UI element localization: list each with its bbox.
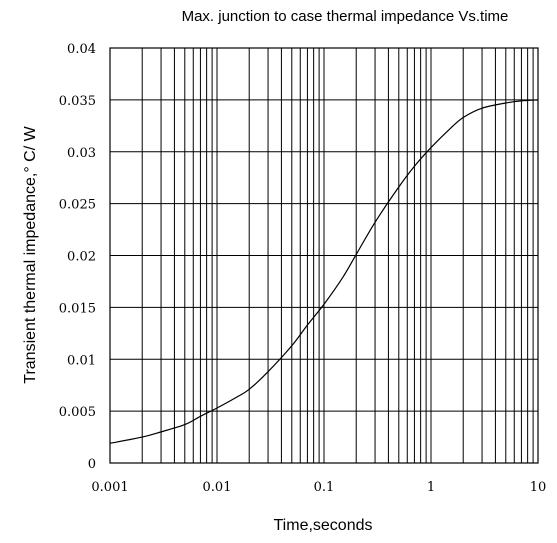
y-tick-label: 0.02 [67, 250, 96, 265]
chart-title: Max. junction to case thermal impedance … [182, 8, 509, 25]
x-tick-label: 1 [427, 480, 435, 495]
x-tick-label: 0.01 [203, 480, 232, 495]
y-tick-label: 0.035 [59, 94, 96, 109]
y-tick-label: 0.025 [59, 198, 96, 213]
plot-frame [109, 47, 539, 464]
y-tick-label: 0.03 [67, 146, 96, 161]
grid-lines [110, 48, 538, 463]
y-tick-label: 0 [88, 457, 96, 472]
x-tick-labels: 0.001 0.01 0.1 1 10 [91, 480, 546, 495]
impedance-curve [109, 99, 539, 444]
x-tick-label: 0.1 [314, 480, 335, 495]
y-axis-label: Transient thermal impedance,° C/ W [22, 125, 39, 383]
y-tick-label: 0.04 [67, 42, 96, 57]
x-tick-label: 10 [530, 480, 547, 495]
y-tick-label: 0.01 [67, 353, 96, 368]
y-tick-labels: 0 0.005 0.01 0.015 0.02 0.025 0.03 0.035 0.04 [59, 42, 96, 472]
x-tick-label: 0.001 [91, 480, 128, 495]
y-tick-label: 0.005 [59, 405, 96, 420]
y-tick-label: 0.015 [59, 301, 96, 316]
x-axis-label: Time,seconds [274, 517, 373, 534]
